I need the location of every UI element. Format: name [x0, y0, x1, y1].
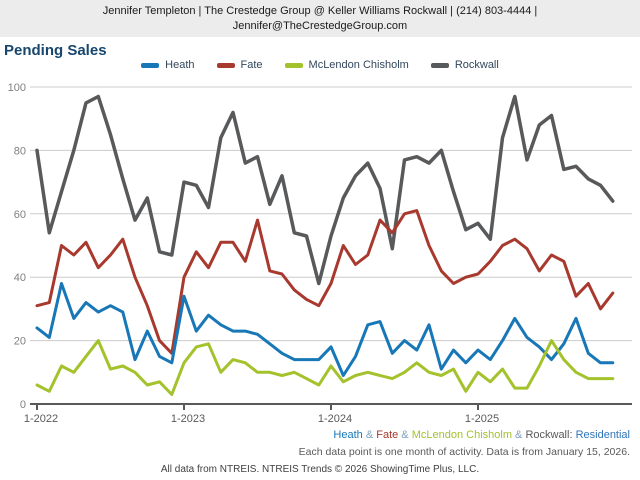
series-line-mclendon-chisholm: [35, 339, 615, 396]
legend-item-mclendon-chisholm: McLendon Chisholm: [284, 59, 409, 71]
series-line-heath: [35, 282, 615, 377]
contact-header-line1: Jennifer Templeton | The Crestedge Group…: [102, 4, 538, 17]
pending-sales-line-chart: 0 20 40 60 80 100 1-2022 1-2023 1-2024 1-2025: [8, 82, 632, 425]
x-axis-tick-label: 1-2022: [24, 413, 58, 425]
legend-swatch-fate: [216, 62, 235, 68]
footer-series-caption: Heath & Fate & McLendon Chisholm & Rockw…: [333, 429, 630, 441]
footer-series-segment: &: [362, 429, 377, 441]
footer-series-segment: Fate: [376, 429, 399, 441]
page-title: Pending Sales: [4, 42, 107, 59]
legend-label: McLendon Chisholm: [308, 59, 409, 71]
footer-series-segment: &: [398, 429, 412, 441]
pending-sales-chart: 0 20 40 60 80 100 1-2022 1-2023 1-2024 1-2025: [0, 80, 640, 425]
footer-credit: All data from NTREIS. NTREIS Trends © 20…: [160, 464, 480, 475]
chart-legend: Heath Fate McLendon Chisholm Rockwall: [0, 59, 640, 71]
x-axis-tick-label: 1-2025: [465, 413, 499, 425]
legend-label: Rockwall: [454, 59, 499, 71]
series-line-fate: [35, 209, 615, 355]
y-axis-tick-label: 40: [14, 272, 26, 284]
footer-series-segment: Rockwall:: [525, 429, 573, 441]
legend-item-rockwall: Rockwall: [430, 59, 499, 71]
x-axis-tick-label: 1-2024: [318, 413, 352, 425]
series-line-rockwall: [35, 94, 615, 286]
y-axis-tick-label: 100: [8, 82, 26, 94]
y-axis-tick-label: 0: [20, 399, 26, 411]
footer-series-segment: Residential: [572, 429, 630, 441]
legend-swatch-mclendon-chisholm: [284, 62, 303, 68]
y-axis-tick-label: 60: [14, 209, 26, 221]
y-axis-tick-label: 20: [14, 336, 26, 348]
footer-series-segment: &: [511, 429, 526, 441]
y-axis-tick-label: 80: [14, 145, 26, 157]
footer-series-segment: Heath: [333, 429, 363, 441]
x-axis-tick-label: 1-2023: [171, 413, 205, 425]
legend-swatch-heath: [141, 62, 160, 68]
footer-note: Each data point is one month of activity…: [298, 446, 630, 458]
legend-item-heath: Heath: [141, 59, 195, 71]
legend-item-fate: Fate: [216, 59, 263, 71]
legend-swatch-rockwall: [430, 62, 449, 68]
legend-label: Heath: [165, 59, 195, 71]
legend-label: Fate: [240, 59, 263, 71]
contact-header-line2: Jennifer@TheCrestedgeGroup.com: [232, 19, 408, 32]
footer-series-segment: McLendon Chisholm: [411, 429, 512, 441]
contact-header: Jennifer Templeton | The Crestedge Group…: [0, 0, 640, 37]
